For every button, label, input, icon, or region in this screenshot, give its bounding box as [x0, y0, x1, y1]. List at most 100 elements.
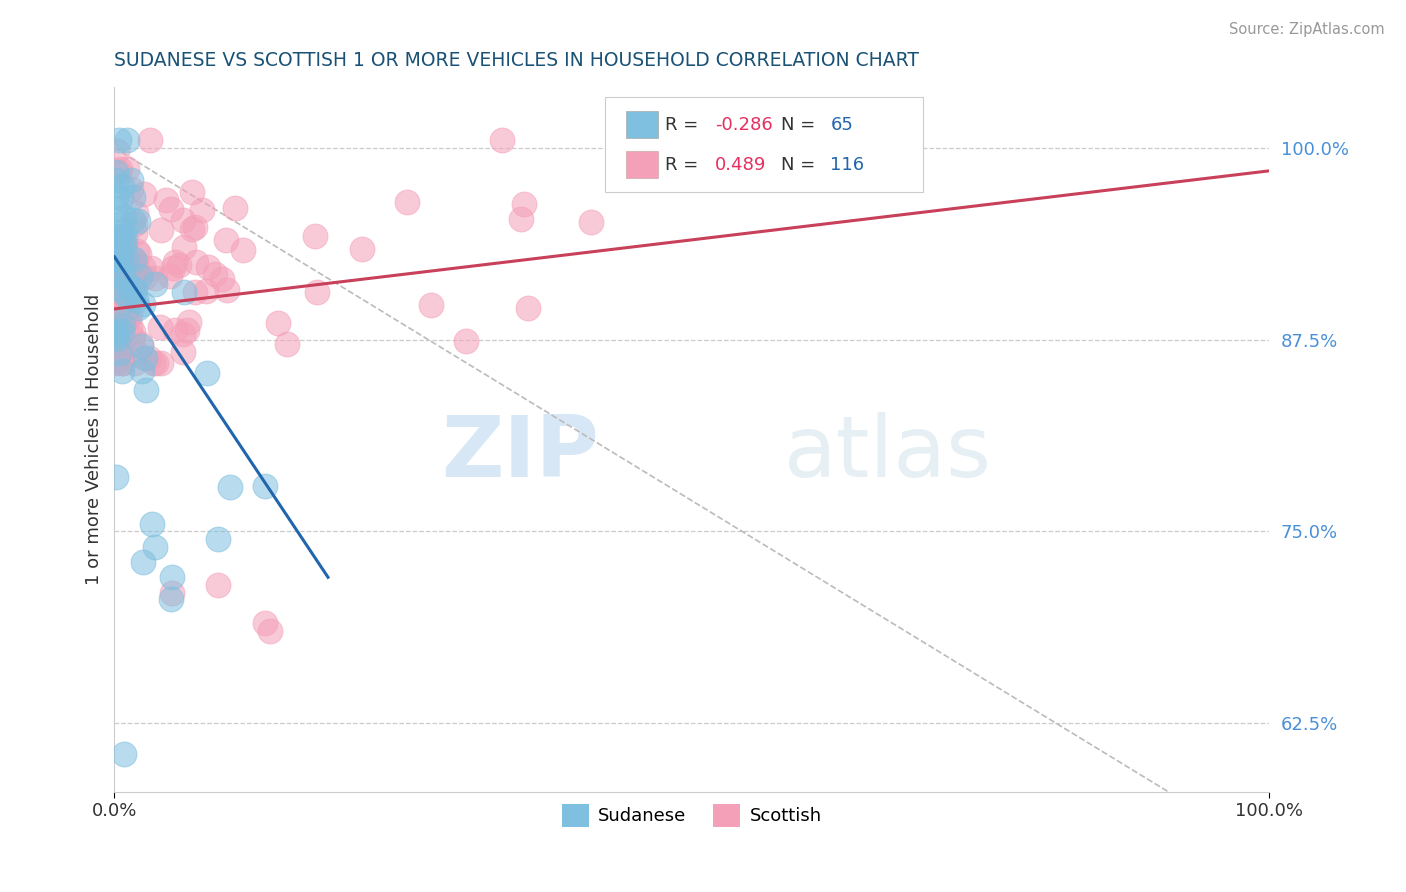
Point — [108, 327, 131, 342]
Text: atlas: atlas — [785, 412, 993, 495]
Point — [195, 367, 218, 381]
Point — [124, 227, 146, 241]
Point — [127, 214, 149, 228]
Text: R =: R = — [665, 116, 704, 134]
Point — [125, 206, 148, 220]
Text: N =: N = — [780, 116, 821, 134]
Point — [121, 325, 143, 339]
Text: 65: 65 — [831, 116, 853, 134]
Point — [108, 230, 131, 244]
Point — [122, 190, 145, 204]
Point — [105, 262, 128, 277]
Text: 116: 116 — [831, 156, 865, 174]
Point — [155, 193, 177, 207]
Point — [111, 242, 134, 256]
Point — [395, 195, 418, 210]
Point — [114, 237, 136, 252]
Point — [104, 202, 127, 217]
Point — [107, 261, 129, 276]
Point — [510, 212, 533, 227]
Point — [110, 260, 132, 275]
Point — [115, 252, 138, 266]
Point — [160, 202, 183, 216]
Point — [143, 271, 166, 285]
Point — [135, 383, 157, 397]
Point — [129, 336, 152, 351]
Point — [118, 318, 141, 333]
Point — [141, 516, 163, 531]
Point — [110, 343, 132, 358]
Point — [181, 185, 204, 199]
Point — [107, 321, 129, 335]
Point — [184, 220, 207, 235]
Point — [115, 133, 138, 147]
Point — [117, 274, 139, 288]
Point — [131, 364, 153, 378]
Legend: Sudanese, Scottish: Sudanese, Scottish — [554, 797, 828, 834]
Point — [115, 276, 138, 290]
Point — [120, 308, 142, 322]
Point — [184, 255, 207, 269]
Point — [107, 252, 129, 266]
Point — [111, 216, 134, 230]
Point — [307, 285, 329, 299]
Point — [129, 268, 152, 283]
Point — [259, 624, 281, 638]
Point — [159, 268, 181, 283]
Point — [118, 293, 141, 308]
Point — [191, 203, 214, 218]
Point — [108, 298, 131, 312]
Text: ZIP: ZIP — [441, 412, 599, 495]
Point — [217, 283, 239, 297]
Point — [104, 281, 127, 295]
Point — [104, 250, 127, 264]
Point — [104, 231, 127, 245]
Point — [517, 301, 540, 315]
Point — [132, 186, 155, 201]
Point — [104, 230, 127, 244]
Point — [107, 164, 129, 178]
Point — [207, 532, 229, 546]
Point — [143, 277, 166, 291]
Point — [139, 133, 162, 147]
Point — [253, 616, 276, 631]
Point — [112, 285, 135, 300]
Point — [179, 315, 201, 329]
Point — [149, 355, 172, 369]
Point — [232, 244, 254, 258]
Point — [215, 233, 238, 247]
Point — [107, 283, 129, 297]
Point — [105, 145, 128, 159]
Point — [114, 232, 136, 246]
Point — [118, 259, 141, 273]
Point — [197, 260, 219, 274]
Point — [111, 179, 134, 194]
Point — [108, 304, 131, 318]
Point — [112, 210, 135, 224]
Point — [120, 182, 142, 196]
Point — [104, 351, 127, 365]
Point — [138, 351, 160, 365]
Point — [108, 300, 131, 314]
Point — [128, 247, 150, 261]
Point — [204, 268, 226, 282]
Point — [145, 355, 167, 369]
Point — [184, 285, 207, 299]
Text: N =: N = — [780, 156, 821, 174]
Point — [114, 310, 136, 325]
Point — [104, 355, 127, 369]
Point — [124, 255, 146, 269]
Point — [127, 301, 149, 316]
Point — [143, 540, 166, 554]
Point — [124, 283, 146, 297]
Point — [173, 285, 195, 299]
Point — [105, 252, 128, 267]
Point — [121, 213, 143, 227]
Point — [162, 261, 184, 276]
Point — [172, 327, 194, 342]
Point — [132, 296, 155, 310]
Point — [104, 278, 127, 293]
Point — [105, 190, 128, 204]
Point — [132, 555, 155, 569]
Point — [124, 278, 146, 293]
